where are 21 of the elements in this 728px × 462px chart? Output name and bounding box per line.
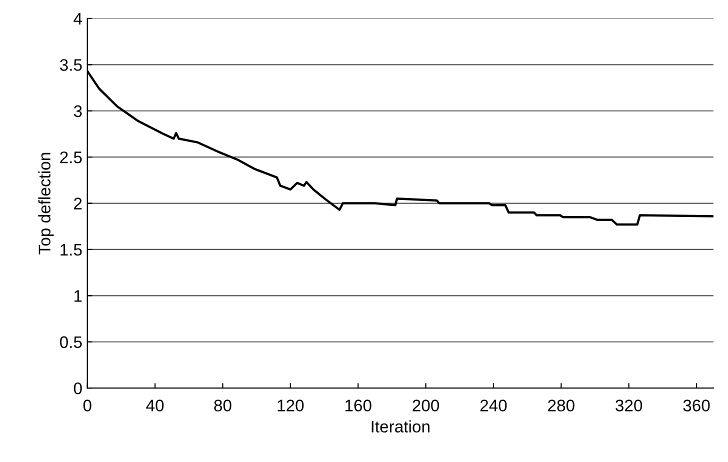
x-tick-label: 160	[345, 400, 372, 412]
y-tick-label: 3	[74, 105, 82, 118]
x-tick-label: 40	[146, 400, 164, 412]
y-tick-label: 2.5	[60, 151, 82, 164]
x-tick-label: 0	[83, 400, 92, 412]
y-tick-label: 1	[74, 290, 82, 302]
x-tick-label: 240	[480, 400, 507, 412]
x-tick-label: 80	[214, 400, 232, 412]
y-tick-label: 1.5	[60, 244, 82, 256]
y-tick-label: 0	[74, 382, 82, 394]
x-tick-label: 360	[683, 400, 710, 412]
x-axis-title: Iteration	[372, 420, 430, 433]
x-tick-label: 120	[278, 400, 304, 412]
y-tick-label: 2	[74, 198, 82, 210]
y-tick-label: 4	[74, 13, 82, 25]
x-tick-label: 200	[412, 400, 440, 412]
x-tick-label: 280	[548, 400, 574, 412]
x-tick-label: 320	[616, 400, 642, 412]
y-tick-label: 3.5	[60, 59, 82, 71]
y-tick-label: 0.5	[60, 336, 82, 348]
y-axis-title: Top deflection	[38, 152, 54, 254]
